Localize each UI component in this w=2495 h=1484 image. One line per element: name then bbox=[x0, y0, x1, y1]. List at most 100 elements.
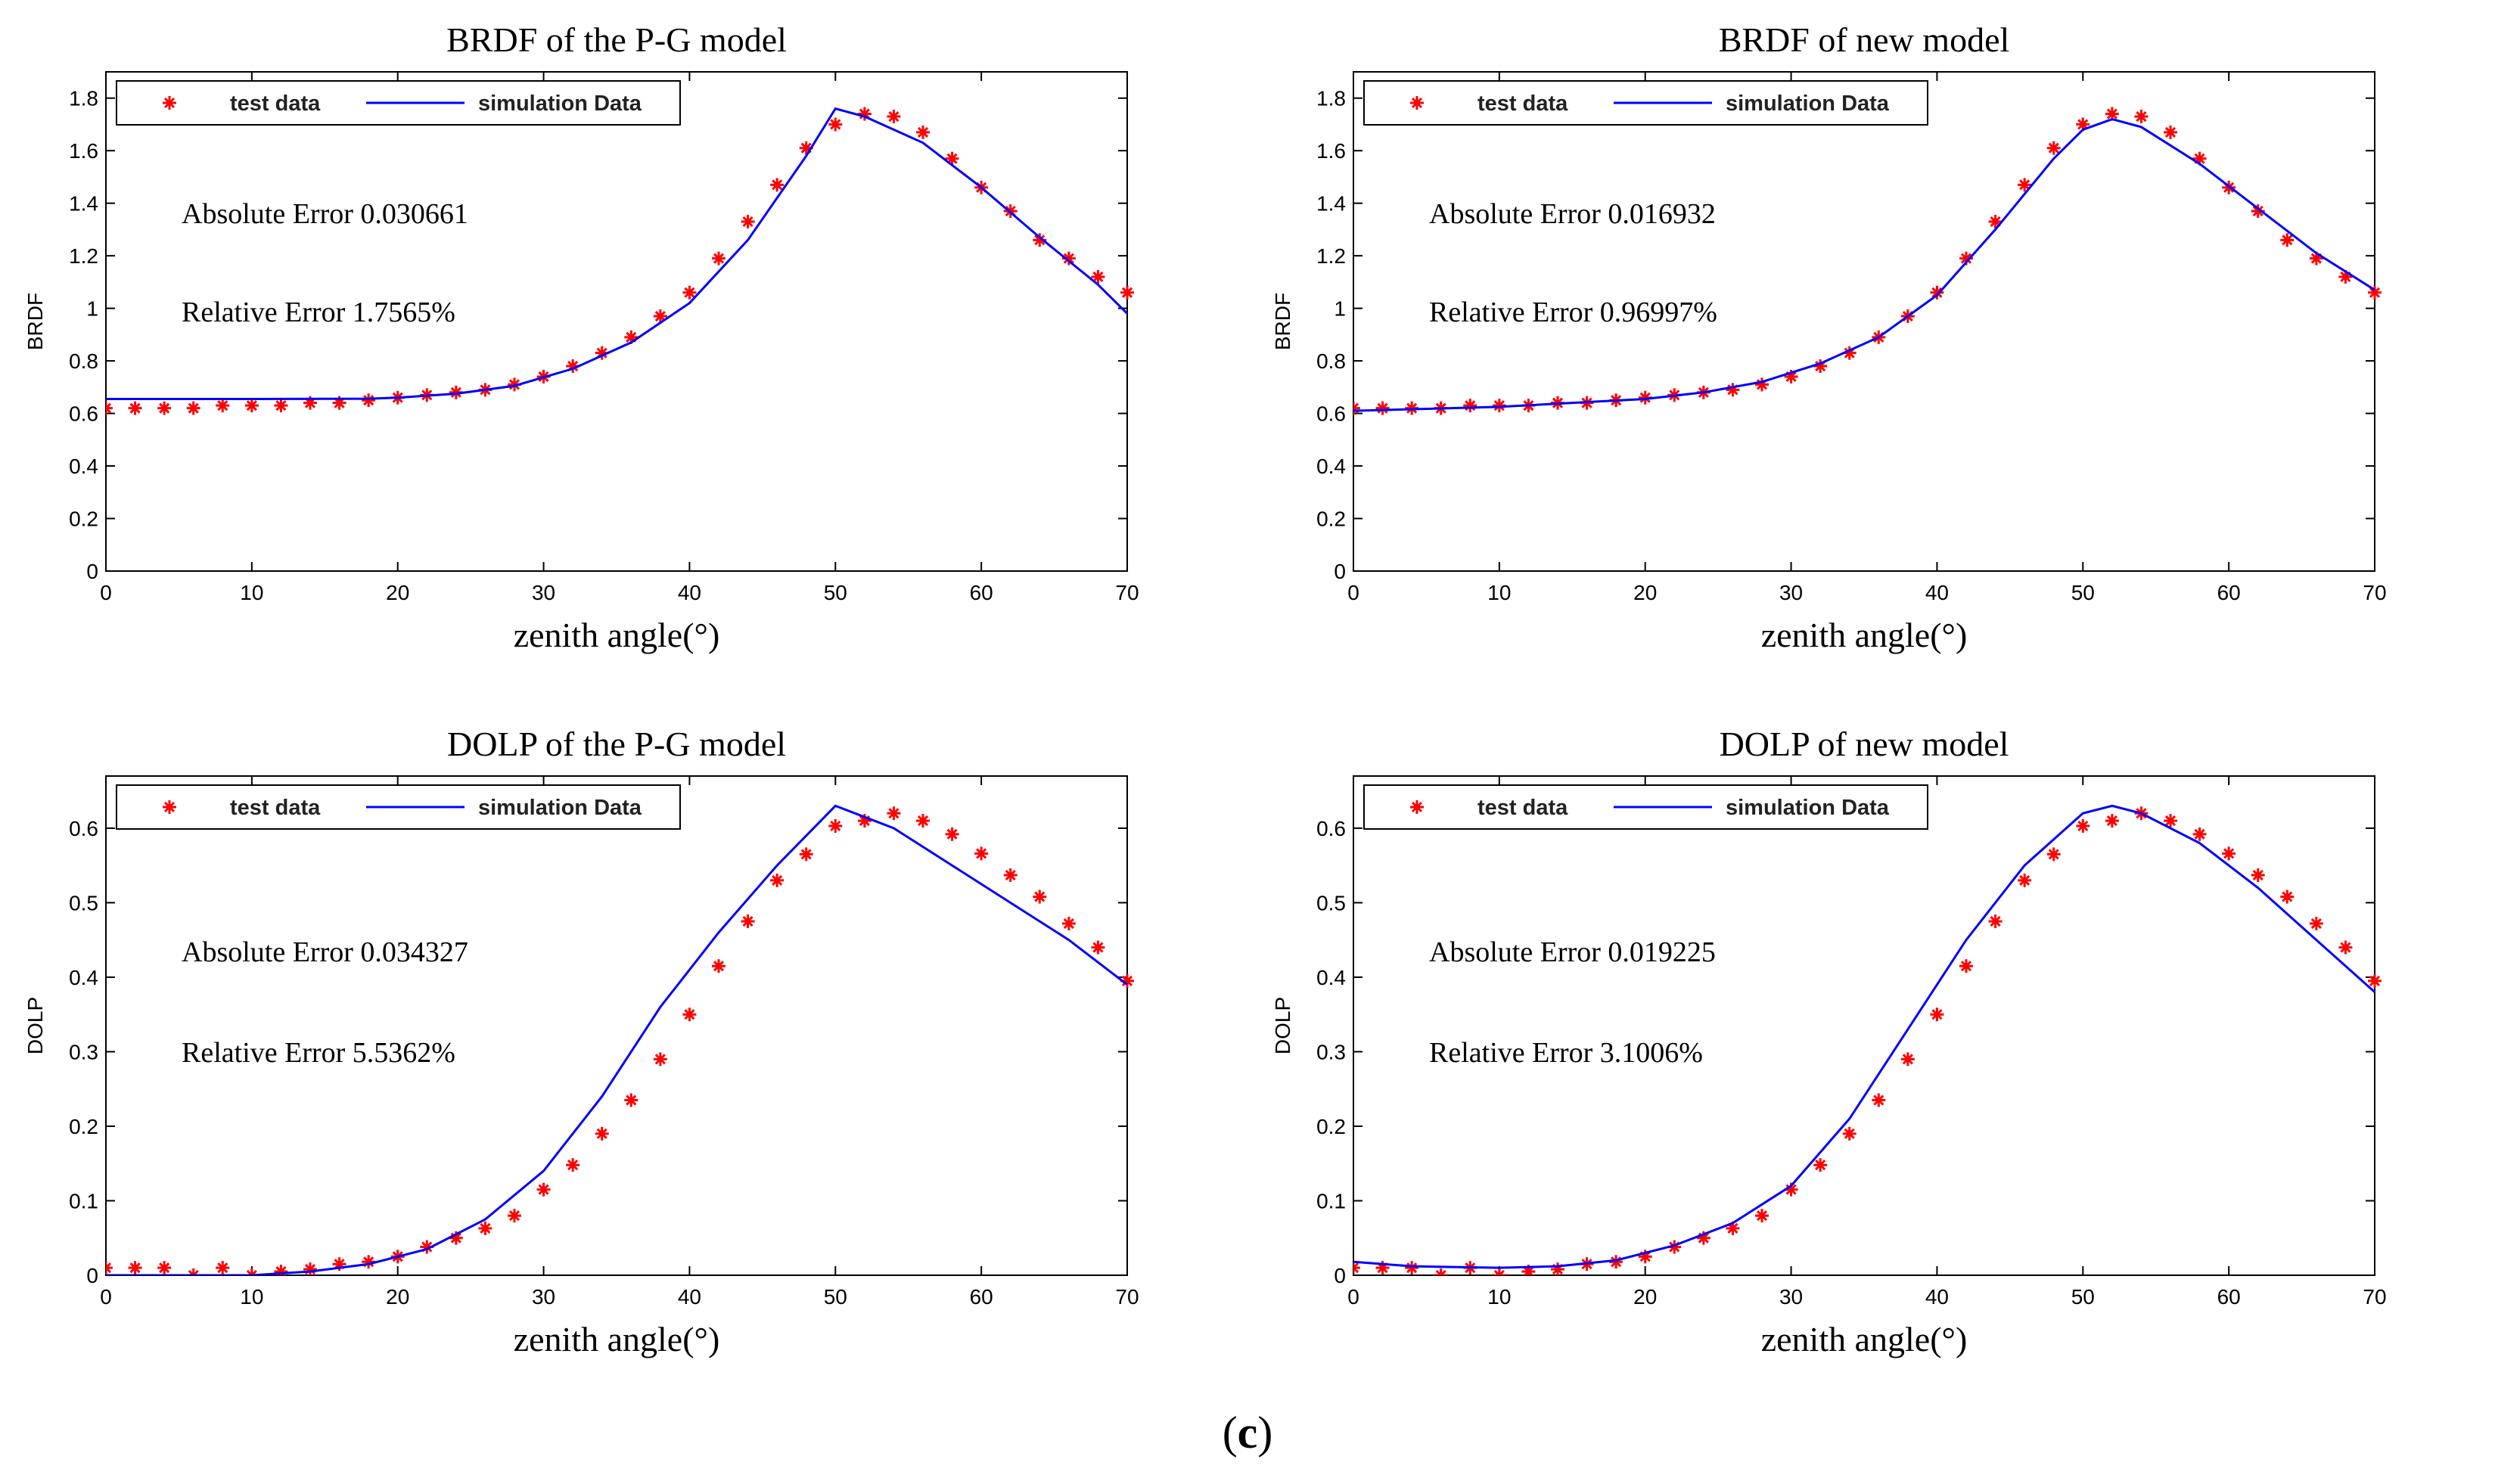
marker-d2 bbox=[106, 1262, 112, 1270]
absolute-error-annotation: Absolute Error 0.030661 bbox=[182, 198, 468, 230]
y-tick-label: 0.4 bbox=[1316, 966, 1346, 989]
test-data-point bbox=[1003, 868, 1018, 883]
marker-d2 bbox=[480, 1222, 491, 1234]
test-data-point bbox=[1755, 1209, 1769, 1223]
x-tick-label: 40 bbox=[678, 581, 701, 604]
x-tick-label: 30 bbox=[532, 1285, 555, 1309]
marker-d2 bbox=[106, 402, 112, 410]
marker-d2 bbox=[159, 1262, 170, 1274]
test-data-point bbox=[2222, 846, 2236, 861]
marker-d2 bbox=[246, 400, 257, 411]
marker-d2 bbox=[1034, 891, 1046, 902]
chart-title: BRDF of new model bbox=[1719, 20, 2010, 59]
x-axis: 0 10 20 30 40 50 60 70 bbox=[100, 72, 1139, 604]
marker-d2 bbox=[2077, 820, 2089, 832]
legend-label-simulation-data: simulation Data bbox=[478, 92, 642, 116]
test-data-point bbox=[478, 1221, 492, 1235]
test-data-point bbox=[1463, 399, 1477, 413]
marker-d2 bbox=[1497, 1269, 1505, 1275]
x-tick-label: 60 bbox=[2217, 581, 2241, 604]
y-tick-label: 0.3 bbox=[1316, 1040, 1346, 1063]
y-tick-label: 0.5 bbox=[1316, 891, 1346, 914]
legend: test data simulation Data bbox=[1363, 784, 1928, 830]
marker-d2 bbox=[1931, 287, 1943, 298]
y-tick-label: 0 bbox=[86, 1264, 98, 1287]
legend: test data simulation Data bbox=[116, 784, 681, 830]
y-tick-label: 0.5 bbox=[69, 891, 98, 914]
test-data-point bbox=[2134, 110, 2149, 124]
test-data-point bbox=[2251, 868, 2265, 883]
y-tick-label: 0.6 bbox=[69, 817, 98, 840]
marker-d2 bbox=[2106, 815, 2117, 827]
marker-d2 bbox=[1639, 392, 1651, 403]
test-data-point bbox=[1033, 889, 1047, 904]
legend-label-simulation-data: simulation Data bbox=[478, 796, 642, 820]
marker-d2 bbox=[830, 820, 841, 832]
y-tick-label: 0.1 bbox=[69, 1189, 98, 1212]
x-tick-label: 70 bbox=[2363, 1285, 2386, 1309]
legend-label-simulation-data: simulation Data bbox=[1726, 92, 1890, 116]
x-tick-label: 40 bbox=[1925, 1285, 1949, 1309]
test-data-point bbox=[1930, 1007, 1944, 1022]
marker-d2 bbox=[1990, 916, 2001, 927]
x-tick-label: 20 bbox=[1633, 581, 1657, 604]
test-data-point bbox=[2309, 917, 2323, 931]
marker-d2 bbox=[250, 1269, 257, 1275]
test-data-point bbox=[2046, 847, 2061, 862]
y-tick-label: 0.2 bbox=[1316, 508, 1346, 531]
x-tick-label: 60 bbox=[2217, 1285, 2241, 1309]
test-data-point bbox=[244, 1268, 259, 1275]
y-tick-label: 1.4 bbox=[1316, 192, 1346, 216]
test-data-point bbox=[1638, 390, 1652, 405]
marker-d1 bbox=[1435, 1269, 1443, 1275]
test-data-point bbox=[1353, 1261, 1360, 1275]
absolute-error-annotation: Absolute Error 0.034327 bbox=[182, 936, 468, 968]
test-data-point bbox=[157, 1261, 172, 1275]
test-data-point bbox=[741, 215, 755, 228]
x-tick-label: 10 bbox=[1487, 581, 1511, 604]
y-tick-label: 0.2 bbox=[69, 508, 98, 531]
y-tick-label: 0.2 bbox=[69, 1115, 98, 1138]
test-data-point bbox=[770, 873, 785, 887]
test-data-point bbox=[2192, 827, 2207, 841]
absolute-error-annotation: Absolute Error 0.019225 bbox=[1429, 936, 1716, 968]
y-tick-label: 0.1 bbox=[1316, 1189, 1346, 1212]
marker-d2 bbox=[2282, 891, 2293, 902]
test-data-point bbox=[106, 401, 113, 415]
test-data-point bbox=[2280, 889, 2295, 904]
marker-d2 bbox=[129, 402, 141, 414]
marker-d2 bbox=[1931, 1009, 1943, 1020]
marker-d2 bbox=[1411, 97, 1423, 109]
x-tick-label: 60 bbox=[970, 581, 993, 604]
y-tick-label: 0.2 bbox=[1316, 1115, 1346, 1138]
test-data-point bbox=[2105, 814, 2119, 828]
y-tick-label: 1 bbox=[86, 297, 98, 321]
marker-d2 bbox=[2077, 119, 2089, 130]
x-tick-label: 20 bbox=[386, 581, 409, 604]
marker-d2 bbox=[772, 874, 783, 886]
y-tick-label: 1.2 bbox=[1316, 244, 1346, 268]
x-tick-label: 10 bbox=[240, 1285, 263, 1309]
y-tick-label: 0 bbox=[86, 560, 98, 583]
y-axis-label: DOLP bbox=[23, 997, 47, 1054]
x-tick-label: 50 bbox=[2071, 581, 2095, 604]
marker-d2 bbox=[2106, 108, 2117, 120]
chart-dolp-pg-model: DOLP of the P-G model 0 10 20 30 40 50 60 70 zeni… bbox=[0, 704, 1248, 1408]
test-data-point bbox=[536, 1182, 551, 1197]
x-axis: 0 10 20 30 40 50 60 70 bbox=[100, 776, 1139, 1309]
y-axis-label: BRDF bbox=[1271, 293, 1294, 350]
x-tick-label: 70 bbox=[2363, 581, 2386, 604]
y-tick-label: 1.8 bbox=[1316, 87, 1346, 110]
x-axis-label: zenith angle(°) bbox=[514, 1320, 720, 1358]
test-data-point bbox=[624, 1093, 639, 1107]
marker-d2 bbox=[2369, 975, 2381, 986]
y-tick-label: 0.8 bbox=[1316, 349, 1346, 373]
marker-d2 bbox=[1815, 1160, 1826, 1171]
x-tick-label: 0 bbox=[1347, 1285, 1359, 1309]
x-tick-label: 0 bbox=[100, 581, 112, 604]
test-data-point bbox=[2018, 178, 2032, 192]
marker-d2 bbox=[217, 1262, 228, 1274]
test-data-point bbox=[1988, 215, 2003, 228]
marker-d2 bbox=[1785, 371, 1797, 383]
